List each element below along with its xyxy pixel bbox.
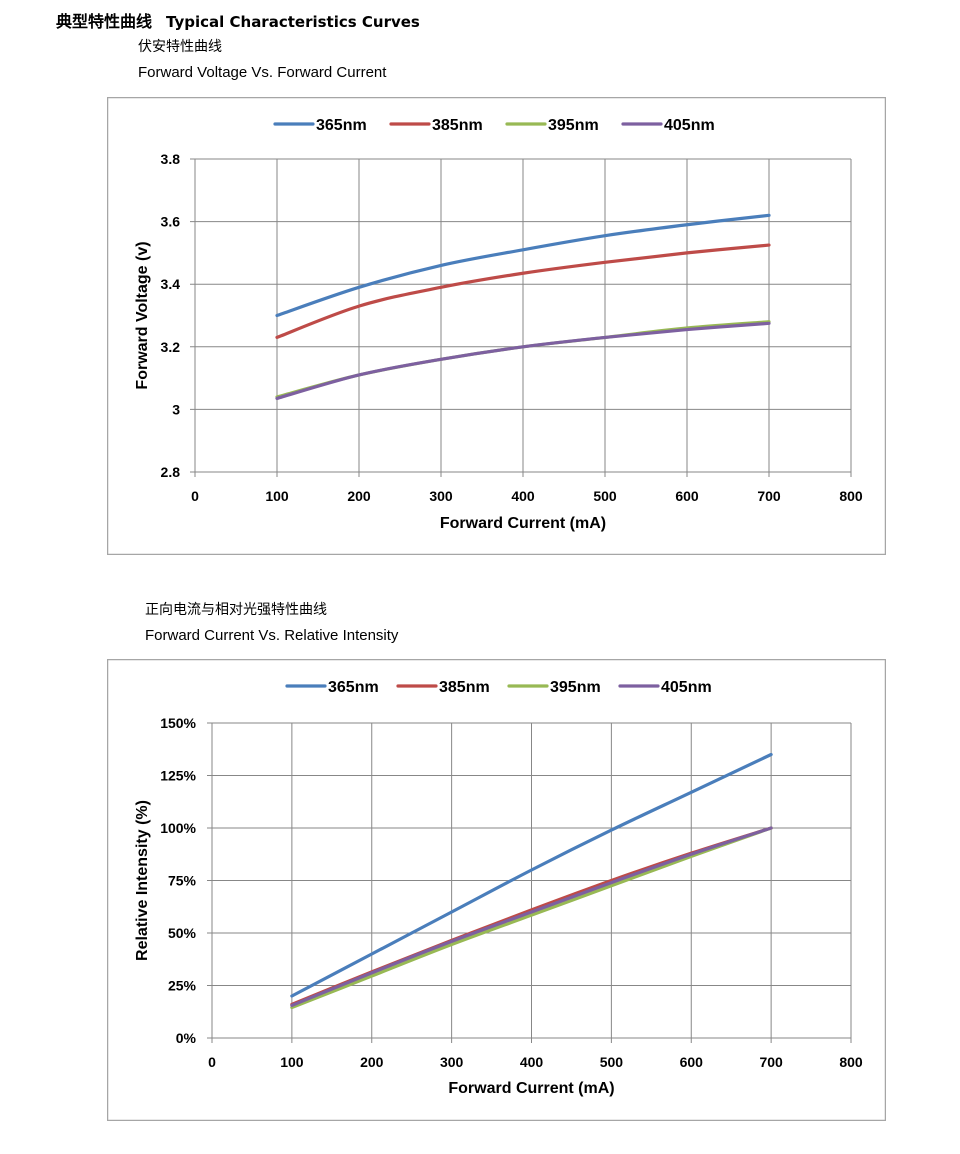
x-tick-label: 500 <box>593 488 617 504</box>
y-tick-label: 3 <box>172 401 180 417</box>
page-title: 典型特性曲线 Typical Characteristics Curves <box>56 8 420 32</box>
x-tick-label: 800 <box>839 1054 863 1070</box>
forward-voltage-chart: 2.8 3 3.2 3.4 3.6 3.8 0 100 200 300 400 500 600 700 80… <box>107 97 886 555</box>
x-tick-label: 600 <box>680 1054 704 1070</box>
x-tick-label: 500 <box>600 1054 624 1070</box>
y-tick-label: 50% <box>168 925 197 941</box>
x-tick-label: 0 <box>208 1054 216 1070</box>
y-tick-label: 2.8 <box>161 464 181 480</box>
grid <box>207 722 852 1043</box>
x-tick-label: 100 <box>280 1054 304 1070</box>
x-tick-label: 300 <box>429 488 453 504</box>
legend-label-405nm: 405nm <box>661 679 712 696</box>
y-tick-label: 75% <box>168 873 197 889</box>
y-tick-label: 150% <box>160 715 196 731</box>
series-line-365nm <box>290 752 773 998</box>
series-line-395nm <box>290 826 773 1010</box>
series-line-385nm <box>275 243 771 340</box>
series-line-405nm <box>275 321 771 401</box>
page-title-cn: 典型特性曲线 <box>56 12 153 31</box>
chart1-subtitle-cn: 伏安特性曲线 <box>138 39 222 55</box>
legend-label-395nm: 395nm <box>548 117 599 134</box>
chart-frame <box>107 97 886 555</box>
x-tick-label: 200 <box>347 488 371 504</box>
legend-label-385nm: 385nm <box>432 117 483 134</box>
legend-label-395nm: 395nm <box>550 679 601 696</box>
y-tick-label: 25% <box>168 978 197 994</box>
y-tick-label: 3.4 <box>161 276 181 292</box>
legend: 365nm 385nm 395nm 405nm <box>273 117 715 134</box>
relative-intensity-chart: 0% 25% 50% 75% 100% 125% 150% 0 100 200 300 400 500 6… <box>107 659 886 1121</box>
chart1-subtitle-en: Forward Voltage Vs. Forward Current <box>138 64 387 81</box>
y-tick-label: 100% <box>160 820 196 836</box>
legend-label-365nm: 365nm <box>328 679 379 696</box>
x-tick-label: 700 <box>757 488 781 504</box>
x-axis-title: Forward Current (mA) <box>448 1080 614 1097</box>
y-tick-label: 3.2 <box>161 339 181 355</box>
legend-label-365nm: 365nm <box>316 117 367 134</box>
y-tick-label: 3.8 <box>161 151 181 167</box>
y-axis-title: Forward Voltage (v) <box>134 241 151 389</box>
y-tick-label: 125% <box>160 768 196 784</box>
y-tick-label: 0% <box>176 1030 197 1046</box>
chart2-subtitle-cn: 正向电流与相对光强特性曲线 <box>145 602 327 618</box>
x-tick-label: 200 <box>360 1054 384 1070</box>
x-tick-label: 800 <box>839 488 863 504</box>
page-title-en: Typical Characteristics Curves <box>166 13 420 31</box>
x-tick-label: 100 <box>265 488 289 504</box>
legend-label-405nm: 405nm <box>664 117 715 134</box>
x-tick-label: 400 <box>511 488 535 504</box>
grid <box>190 158 852 477</box>
y-tick-label: 3.6 <box>161 214 181 230</box>
x-tick-label: 300 <box>440 1054 464 1070</box>
x-tick-label: 700 <box>759 1054 783 1070</box>
series-line-405nm <box>290 826 773 1008</box>
series-line-365nm <box>275 213 771 318</box>
x-tick-label: 600 <box>675 488 699 504</box>
x-tick-label: 400 <box>520 1054 544 1070</box>
x-tick-label: 0 <box>191 488 199 504</box>
legend-label-385nm: 385nm <box>439 679 490 696</box>
y-axis-title: Relative Intensity (%) <box>134 800 151 961</box>
chart2-subtitle-en: Forward Current Vs. Relative Intensity <box>145 627 399 644</box>
legend: 365nm 385nm 395nm 405nm <box>285 679 712 696</box>
x-axis-title: Forward Current (mA) <box>440 515 606 532</box>
